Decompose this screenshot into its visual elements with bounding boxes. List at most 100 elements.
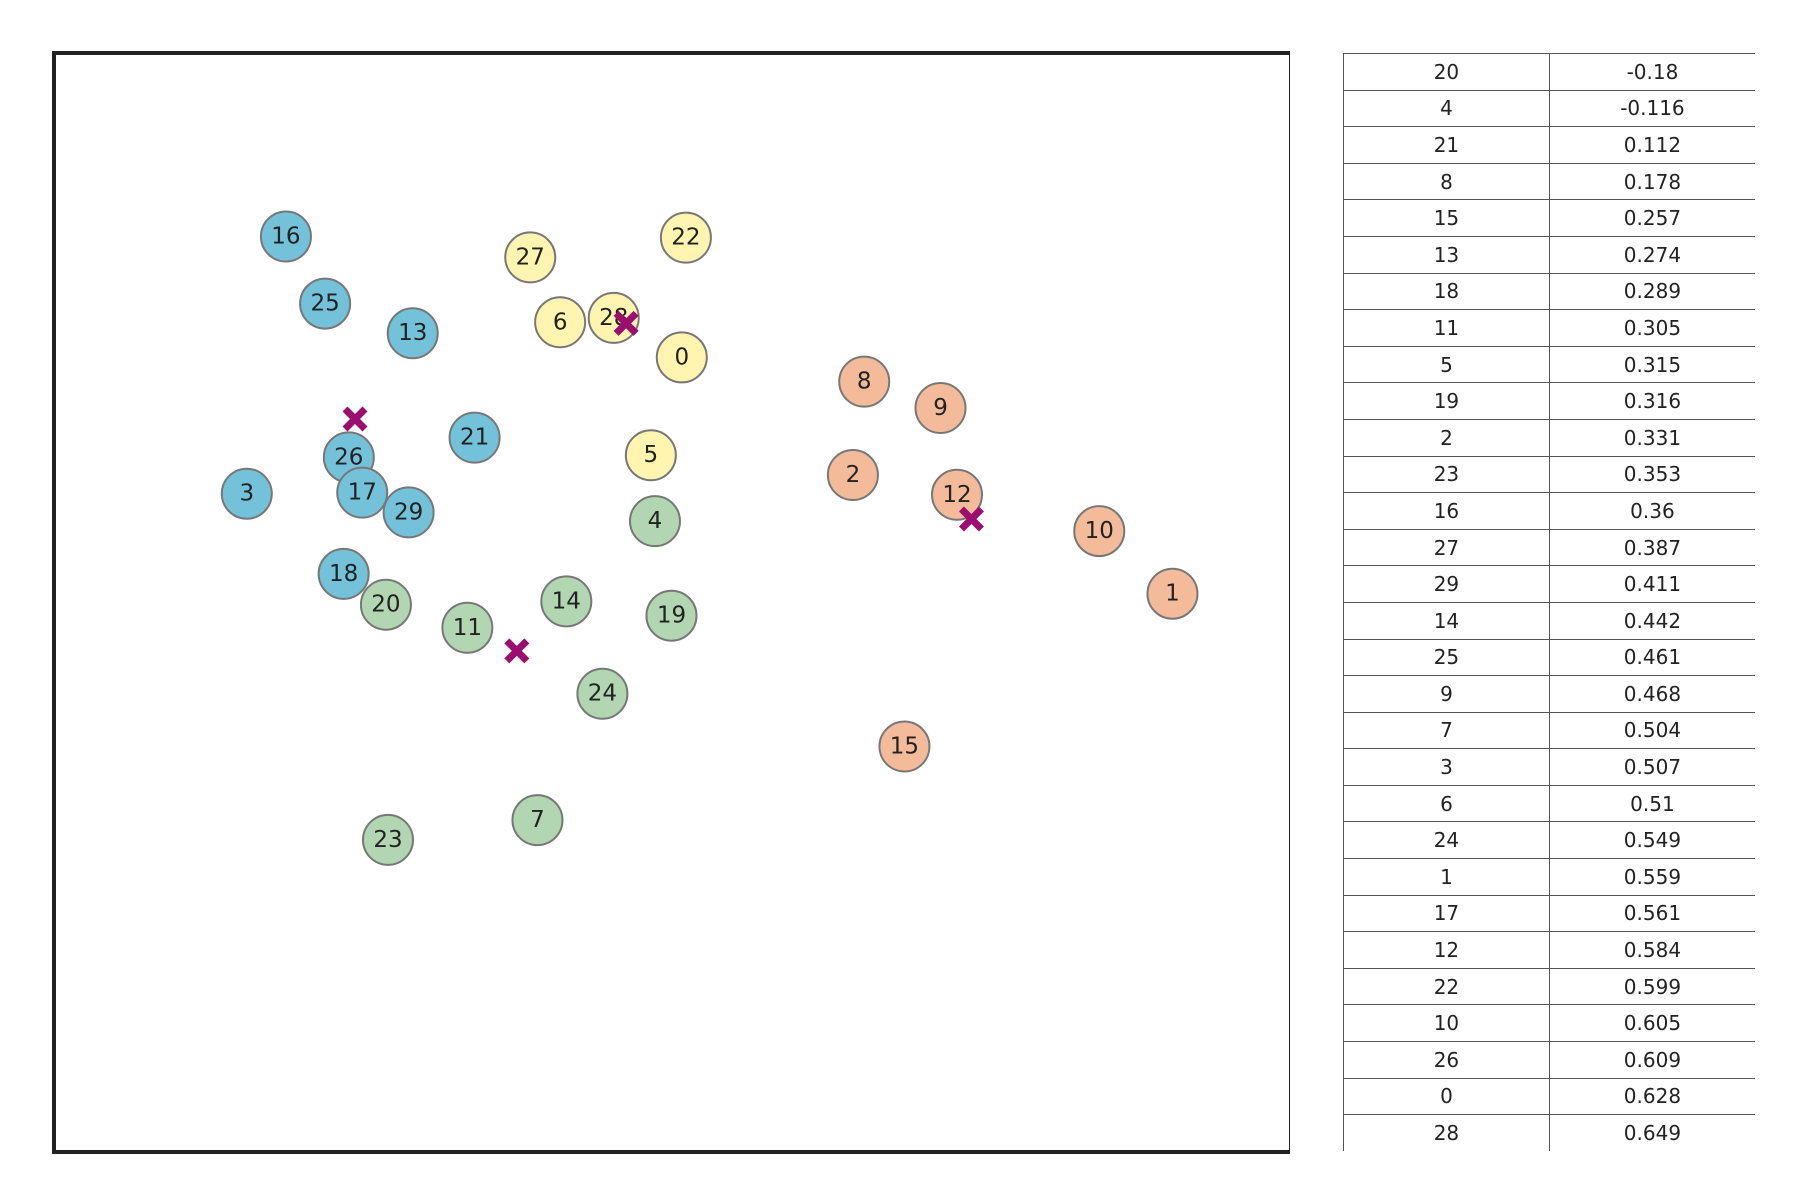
scatter-point-marker [826,449,879,502]
scatter-point-label: 21 [460,425,489,451]
scatter-point-marker [931,468,984,521]
table-cell-value: 0.549 [1549,821,1755,859]
table-row: 28 0.649 [1343,1114,1755,1151]
table-row: 7 0.504 [1343,711,1755,749]
value-table-wrapper: 20 -0.18 4 -0.116 21 0.112 8 0.178 15 0.257 13 0.27… [1343,53,1755,1151]
table-row: 10 0.605 [1343,1004,1755,1042]
scatter-point: 0 [655,331,708,384]
table-row: 21 0.112 [1343,126,1755,164]
scatter-point: 4 [628,495,681,548]
scatter-point: 17 [336,466,389,519]
table-cell-id: 21 [1343,126,1550,164]
scatter-point: 19 [645,589,698,642]
table-cell-value: 0.584 [1549,931,1755,969]
scatter-point-label: 7 [530,807,545,833]
scatter-point-marker [448,411,501,464]
scatter-point-label: 20 [371,592,400,618]
table-row: 14 0.442 [1343,601,1755,639]
scatter-point: 23 [361,813,414,866]
scatter-point-marker [441,601,494,654]
table-cell-id: 28 [1343,1114,1550,1151]
table-cell-id: 0 [1343,1077,1550,1115]
scatter-point-label: 2 [846,462,861,488]
table-row: 26 0.609 [1343,1041,1755,1079]
table-cell-value: 0.561 [1549,894,1755,932]
table-cell-id: 27 [1343,528,1550,566]
table-cell-id: 2 [1343,418,1550,457]
scatter-point: 11 [441,601,494,654]
table-cell-value: 0.178 [1549,162,1755,200]
scatter-point: 25 [299,277,352,330]
table-row: 29 0.411 [1343,565,1755,603]
scatter-point-label: 17 [348,480,377,506]
table-cell-id: 8 [1343,162,1550,200]
table-cell-value: 0.649 [1549,1114,1755,1151]
table-cell-id: 23 [1343,455,1550,493]
scatter-point-marker [259,210,312,263]
scatter-point: 6 [534,296,587,349]
table-row: 12 0.584 [1343,931,1755,969]
scatter-point: 2 [826,449,879,502]
scatter-point-label: 12 [942,482,971,508]
table-cell-id: 7 [1343,711,1550,749]
table-cell-id: 13 [1343,235,1550,274]
scatter-point-marker [838,355,891,408]
centroid-marker [342,406,368,432]
scatter-point-label: 18 [329,561,358,587]
scatter-point-label: 27 [516,244,545,270]
scatter-point-marker [1146,567,1199,620]
table-cell-value: 0.331 [1549,418,1755,457]
scatter-point-marker [628,495,681,548]
scatter-point-marker [576,667,629,720]
scatter-point: 1 [1146,567,1199,620]
scatter-point: 14 [540,575,593,628]
scatter-point: 22 [659,211,712,264]
scatter-point-marker [645,589,698,642]
table-cell-id: 6 [1343,784,1550,822]
scatter-point-marker [624,429,677,482]
table-row: 13 0.274 [1343,235,1755,274]
scatter-point-label: 0 [674,344,689,370]
scatter-point-marker [386,307,439,360]
value-table: 20 -0.18 4 -0.116 21 0.112 8 0.178 15 0.257 13 0.27… [1343,53,1755,1151]
scatter-point: 27 [504,231,557,284]
table-row: 24 0.549 [1343,821,1755,859]
scatter-point-marker [534,296,587,349]
scatter-point: 21 [448,411,501,464]
value-table-body: 20 -0.18 4 -0.116 21 0.112 8 0.178 15 0.257 13 0.27… [1343,53,1755,1151]
table-cell-value: -0.116 [1549,89,1755,127]
table-row: 0 0.628 [1343,1077,1755,1115]
table-cell-value: 0.628 [1549,1077,1755,1115]
table-row: 1 0.559 [1343,858,1755,896]
scatter-point: 5 [624,429,677,482]
table-row: 17 0.561 [1343,894,1755,932]
table-row: 22 0.599 [1343,967,1755,1005]
table-cell-value: 0.599 [1549,967,1755,1005]
table-row: 15 0.257 [1343,199,1755,237]
scatter-point: 29 [382,486,435,539]
scatter-point-marker [504,231,557,284]
centroid-marker [958,506,984,532]
scatter-point-label: 24 [588,681,617,707]
table-cell-value: 0.305 [1549,309,1755,347]
table-cell-value: 0.411 [1549,565,1755,603]
table-row: 23 0.353 [1343,455,1755,493]
table-cell-value: 0.507 [1549,748,1755,786]
table-row: 27 0.387 [1343,528,1755,566]
table-cell-id: 16 [1343,492,1550,530]
table-row: 20 -0.18 [1343,53,1755,91]
scatter-point-marker [361,813,414,866]
table-cell-id: 29 [1343,565,1550,603]
table-cell-id: 19 [1343,382,1550,420]
table-cell-value: 0.36 [1549,492,1755,530]
scatter-point-label: 23 [373,827,402,853]
table-cell-id: 5 [1343,345,1550,383]
scatter-point-label: 3 [239,481,254,507]
table-cell-value: 0.559 [1549,858,1755,896]
table-cell-id: 26 [1343,1041,1550,1079]
table-cell-value: 0.257 [1549,199,1755,237]
scatter-point-label: 9 [933,395,948,421]
scatter-point-label: 14 [552,588,581,614]
scatter-point-label: 8 [857,369,872,395]
